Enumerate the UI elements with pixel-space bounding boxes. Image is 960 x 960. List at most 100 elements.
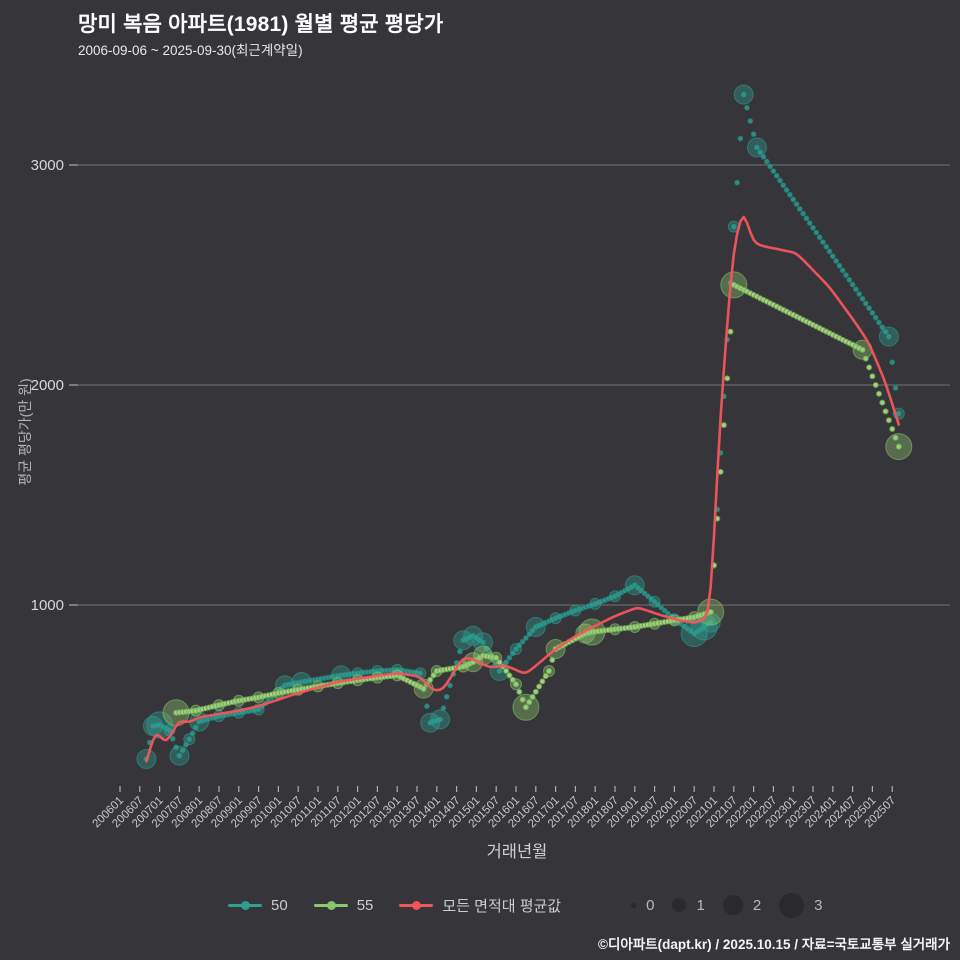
- series-50-dot: [176, 752, 183, 759]
- series-50-dot: [869, 310, 876, 316]
- series-50-dot: [810, 224, 816, 231]
- series-50-dot: [803, 215, 810, 222]
- series-50-dot: [882, 328, 889, 335]
- y-axis-title: 평균 평당가(만 원): [17, 378, 33, 485]
- series-55-bubble: [391, 669, 404, 682]
- series-55-dot: [872, 382, 879, 388]
- legend-label-average: 모든 면적대 평균값: [442, 897, 562, 915]
- series-50-dot: [800, 210, 806, 217]
- series-50-dot: [169, 735, 176, 742]
- series-50-dot: [826, 248, 833, 255]
- series-50-bubble: [463, 625, 484, 646]
- legend-item-55[interactable]: 55: [313, 897, 373, 914]
- series-55-dot: [859, 346, 866, 353]
- series-50-dot: [519, 638, 526, 645]
- y-tick-label: 2000: [31, 377, 64, 394]
- series-55-dot: [869, 373, 876, 380]
- series-55-bubble: [430, 665, 443, 677]
- series-55-bubble: [609, 623, 621, 636]
- series-50-dot: [740, 91, 747, 98]
- series-55-dot: [519, 696, 526, 703]
- series-50-bubble: [624, 575, 645, 596]
- series-55-dot: [503, 668, 510, 674]
- series-50-dot: [839, 267, 846, 274]
- series-50-dot: [747, 118, 754, 124]
- series-55-bubble: [512, 693, 540, 721]
- series-50-dot: [750, 131, 757, 138]
- chart-subtitle: 2006-09-06 ~ 2025-09-30(최근계약일): [78, 43, 303, 58]
- series-55-bubble: [885, 433, 913, 461]
- size-legend-item-3: 3: [779, 892, 823, 918]
- series-average-line: [145, 215, 901, 763]
- series-50-bubble: [549, 612, 562, 625]
- legend-item-average[interactable]: 모든 면적대 평균값: [399, 895, 561, 916]
- series-50-bubble: [183, 733, 196, 746]
- series-55-dot: [895, 443, 902, 450]
- legend-item-50[interactable]: 50: [228, 897, 288, 914]
- series-55-dot: [879, 399, 886, 406]
- size-2-label: 2: [752, 896, 762, 914]
- series-55-bubble: [252, 691, 265, 704]
- series-50-dot: [813, 229, 820, 236]
- series-50-dot: [767, 163, 773, 170]
- series-55-dot: [876, 390, 882, 397]
- series-50-dot: [513, 646, 519, 652]
- series-55-bubble: [720, 271, 748, 299]
- series-55-dot: [526, 699, 533, 706]
- series-50-dot: [862, 300, 869, 307]
- series-55-dot: [532, 688, 539, 695]
- series-50-dot: [843, 272, 849, 279]
- series-50-dot: [820, 239, 826, 245]
- series-55-bubble: [628, 621, 641, 633]
- series-55-dot: [506, 672, 513, 679]
- series-50-dot: [872, 314, 879, 321]
- series-50-bubble: [609, 590, 621, 603]
- series-50-dot: [849, 281, 856, 288]
- series-55-dot: [539, 678, 546, 685]
- series-55-dot: [724, 375, 731, 382]
- series-55-dot: [885, 417, 892, 424]
- series-50-dot: [793, 201, 800, 208]
- series-50-dot: [846, 276, 853, 283]
- series-50-bubble: [169, 745, 190, 766]
- series-50-dot: [730, 223, 737, 230]
- series-55-dot: [866, 364, 873, 371]
- series-50-dot: [529, 627, 536, 634]
- series-50-dot: [787, 191, 793, 198]
- series-55-dot: [546, 668, 552, 674]
- series-50-dot: [806, 220, 813, 226]
- series-50-dot: [876, 319, 882, 326]
- series-50-dot: [853, 286, 859, 293]
- legend-swatch-average-icon: [399, 899, 434, 911]
- bubble-size-legend: 0 1 2 3: [631, 892, 840, 918]
- y-tick-label: 1000: [31, 597, 64, 614]
- series-50-dot: [744, 104, 750, 111]
- series-55-bubble: [543, 665, 555, 677]
- series-55-bubble: [473, 645, 493, 666]
- series-55-bubble: [213, 699, 225, 712]
- series-55-dot: [882, 408, 889, 415]
- series-55-bubble: [510, 678, 522, 691]
- series-50-bubble: [453, 630, 474, 651]
- series-55-bubble: [189, 704, 202, 717]
- size-3-label: 3: [814, 896, 823, 914]
- size-1-label: 1: [696, 896, 705, 914]
- size-1-bubble-icon: [672, 898, 687, 912]
- series-55-bubble: [232, 694, 245, 707]
- series-50-dot: [417, 670, 424, 677]
- series-50-bubble: [733, 84, 754, 105]
- series-50-dot: [833, 258, 839, 264]
- series-50-dot: [179, 747, 186, 754]
- series-50-dot: [754, 144, 760, 151]
- series-50-bubble: [878, 326, 899, 347]
- series-55-dot: [513, 681, 519, 688]
- series-50-bubble: [746, 137, 767, 158]
- series-50-dot: [506, 654, 513, 661]
- series-50-dot: [783, 187, 790, 193]
- size-0-bubble-icon: [631, 902, 637, 908]
- series-50-dot: [892, 385, 899, 391]
- series-50-dot: [770, 168, 777, 174]
- series-50-bubble: [525, 617, 546, 637]
- series-50-dot: [447, 682, 453, 689]
